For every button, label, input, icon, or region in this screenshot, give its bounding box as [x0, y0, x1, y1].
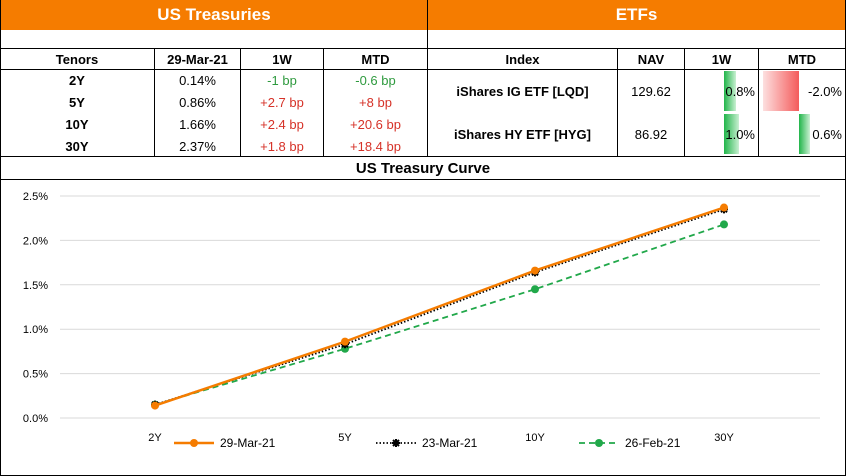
header-tenors: Tenors	[55, 51, 99, 67]
series-line	[154, 206, 725, 407]
legend-label: 29-Mar-21	[220, 436, 276, 450]
databar-lqd-mtd	[763, 71, 799, 111]
treasuries-header-bottom-line	[0, 69, 427, 70]
data-point	[531, 266, 539, 275]
tenor-2y: 2Y	[69, 72, 85, 88]
change-1w-30y: +1.8 bp	[260, 138, 304, 154]
data-point	[151, 401, 159, 410]
col-divider	[323, 48, 324, 156]
etf-1w-hyg: 1.0%	[725, 126, 755, 142]
change-1w-2y: -1 bp	[267, 72, 297, 88]
change-mtd-5y: +8 bp	[359, 94, 392, 110]
tenor-30y: 30Y	[65, 138, 89, 154]
data-point	[531, 285, 539, 294]
col-divider	[758, 48, 759, 156]
chart-title-line	[0, 179, 846, 180]
header-etf-mtd: MTD	[787, 51, 817, 67]
x-tick-label: 5Y	[338, 432, 352, 444]
header-nav: NAV	[637, 51, 665, 67]
etfs-header-line	[427, 48, 845, 49]
yield-2y: 0.14%	[179, 72, 216, 88]
y-tick-label: 1.5%	[23, 280, 48, 292]
chart-title: US Treasury Curve	[355, 159, 491, 177]
col-divider	[684, 48, 685, 156]
etf-mtd-hyg: 0.6%	[812, 126, 842, 142]
data-point	[720, 220, 728, 229]
col-divider	[154, 48, 155, 156]
y-tick-label: 2.5%	[23, 191, 48, 203]
data-point	[720, 203, 728, 212]
y-tick-label: 2.0%	[23, 235, 48, 247]
header-1w: 1W	[272, 51, 292, 67]
header-index: Index	[505, 51, 540, 67]
change-1w-10y: +2.4 bp	[260, 116, 304, 132]
chart-top-line	[0, 156, 846, 157]
yield-5y: 0.86%	[179, 94, 216, 110]
etf-mtd-lqd: -2.0%	[808, 83, 842, 99]
databar-hyg-mtd	[799, 114, 810, 154]
etfs-header: ETFs	[428, 0, 845, 30]
x-tick-label: 10Y	[525, 432, 545, 444]
etf-name-lqd: iShares IG ETF [LQD]	[456, 83, 589, 99]
y-tick-label: 0.5%	[23, 369, 48, 381]
legend-marker	[392, 439, 400, 447]
y-tick-label: 0.0%	[23, 413, 48, 425]
etf-nav-lqd: 129.62	[631, 83, 671, 99]
databar-lqd-1w	[724, 71, 736, 111]
yield-10y: 1.66%	[179, 116, 216, 132]
header-etf-1w: 1W	[711, 51, 732, 67]
x-tick-label: 30Y	[714, 432, 734, 444]
etfs-header-bottom-line	[427, 69, 845, 70]
change-mtd-2y: -0.6 bp	[355, 72, 396, 88]
legend-marker	[190, 439, 198, 447]
treasuries-header: US Treasuries	[1, 0, 427, 30]
legend-marker	[595, 439, 603, 447]
data-point	[341, 337, 349, 346]
y-tick-label: 1.0%	[23, 324, 48, 336]
header-mtd: MTD	[361, 51, 390, 67]
col-divider	[240, 48, 241, 156]
etf-1w-lqd: 0.8%	[725, 83, 755, 99]
header-date: 29-Mar-21	[167, 51, 228, 67]
section-divider	[427, 0, 428, 156]
yield-30y: 2.37%	[179, 138, 216, 154]
legend-label: 26-Feb-21	[625, 436, 681, 450]
col-divider	[617, 48, 618, 156]
change-mtd-10y: +20.6 bp	[350, 116, 401, 132]
tenor-10y: 10Y	[65, 116, 89, 132]
legend-label: 23-Mar-21	[422, 436, 478, 450]
change-mtd-30y: +18.4 bp	[350, 138, 401, 154]
x-tick-label: 2Y	[148, 432, 162, 444]
etf-name-hyg: iShares HY ETF [HYG]	[453, 126, 591, 142]
treasuries-header-line	[0, 48, 427, 49]
databar-hyg-1w	[724, 114, 739, 154]
change-1w-5y: +2.7 bp	[260, 94, 304, 110]
tenor-5y: 5Y	[69, 94, 85, 110]
etf-nav-hyg: 86.92	[634, 126, 668, 142]
